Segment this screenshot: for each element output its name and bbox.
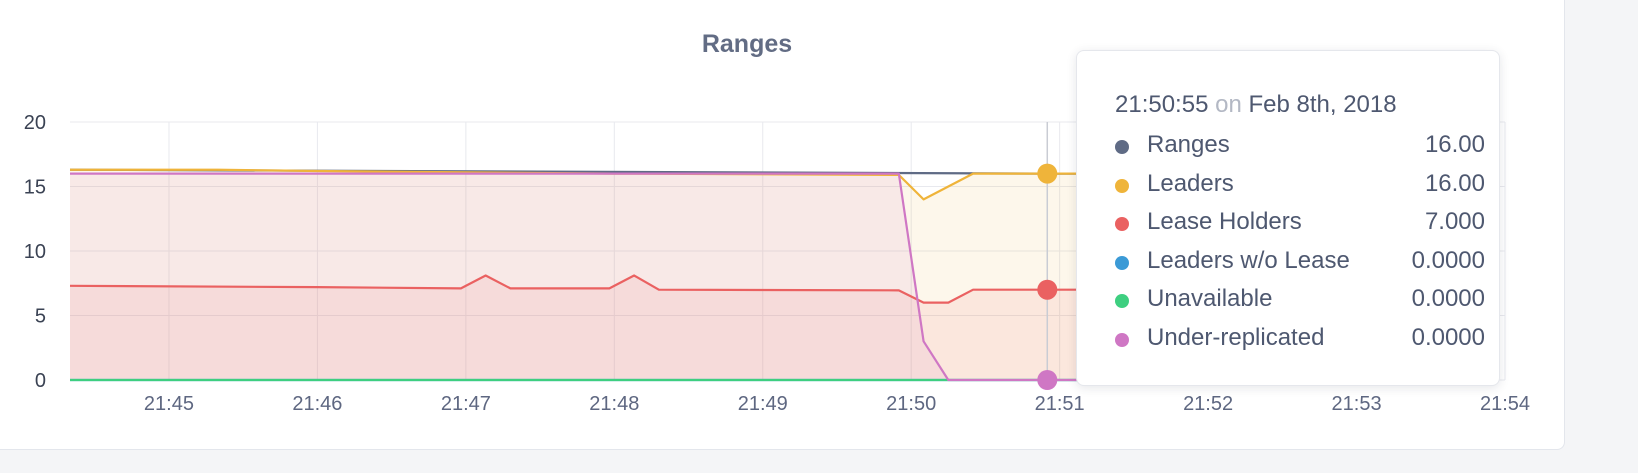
x-tick-label: 21:54 xyxy=(1480,393,1530,415)
x-tick-label: 21:51 xyxy=(1035,393,1085,415)
tooltip-series-name: Ranges xyxy=(1147,131,1230,158)
series-area-leaders xyxy=(70,169,1110,380)
tooltip-series-value: 16.00 xyxy=(1424,169,1485,197)
tooltip-series-value: 0.0000 xyxy=(1411,246,1485,274)
tooltip-date: Feb 8th, 2018 xyxy=(1248,91,1397,118)
chart-tooltip: 21:50:55 on Feb 8th, 2018 Ranges 16.00 Lea… xyxy=(1076,50,1500,386)
hover-marker xyxy=(1037,279,1058,300)
x-tick-label: 21:53 xyxy=(1332,393,1382,415)
tooltip-time: 21:50:55 xyxy=(1115,91,1209,118)
tooltip-series-name: Under-replicated xyxy=(1147,323,1325,351)
series-area-under-replicated xyxy=(70,173,1110,380)
x-tick-label: 21:46 xyxy=(292,393,342,415)
x-tick-label: 21:52 xyxy=(1183,393,1233,415)
series-area-lease-holders xyxy=(70,275,1110,380)
tooltip-row: Leaders 16.00 xyxy=(1115,170,1485,200)
tooltip-row: Under-replicated 0.0000 xyxy=(1115,324,1485,354)
series-dot-icon xyxy=(1115,255,1129,270)
tooltip-row: Unavailable 0.0000 xyxy=(1115,285,1485,315)
tooltip-row: Ranges 16.00 xyxy=(1115,131,1485,161)
series-line-under-replicated xyxy=(70,172,1110,382)
tooltip-timestamp: 21:50:55 on Feb 8th, 2018 xyxy=(1115,91,1397,119)
y-tick-label: 10 xyxy=(24,241,46,263)
tooltip-series-name: Unavailable xyxy=(1147,285,1273,312)
ranges-chart-plot[interactable]: 0 5 10 15 20 21:45 21:46 21:47 21:48 21:49 21:50 2… xyxy=(0,0,1565,450)
tooltip-on-word: on xyxy=(1215,91,1242,118)
x-tick-label: 21:48 xyxy=(589,393,639,415)
y-tick-label: 0 xyxy=(35,370,46,392)
series-dot-icon xyxy=(1115,217,1129,231)
x-tick-label: 21:49 xyxy=(738,393,788,415)
series-dot-icon xyxy=(1115,140,1129,154)
y-tick-label: 5 xyxy=(35,306,46,328)
tooltip-row: Lease Holders 7.000 xyxy=(1115,208,1485,238)
tooltip-series-name: Lease Holders xyxy=(1147,208,1302,235)
y-tick-label: 20 xyxy=(24,112,46,134)
tooltip-series-value: 0.0000 xyxy=(1411,285,1485,312)
x-tick-label: 21:50 xyxy=(886,393,936,415)
series-line-lease-holders xyxy=(69,274,1110,304)
y-tick-label: 15 xyxy=(24,177,46,199)
hover-marker xyxy=(1037,370,1058,390)
tooltip-series-value: 7.000 xyxy=(1424,208,1485,235)
tooltip-series-value: 16.00 xyxy=(1424,131,1485,158)
x-tick-label: 21:47 xyxy=(441,393,491,415)
tooltip-series-name: Leaders xyxy=(1147,169,1234,197)
tooltip-series-name: Leaders w/o Lease xyxy=(1147,246,1350,274)
tooltip-row: Leaders w/o Lease 0.0000 xyxy=(1115,247,1485,277)
tooltip-series-value: 0.0000 xyxy=(1411,323,1485,351)
x-tick-label: 21:45 xyxy=(144,393,194,415)
hover-marker xyxy=(1037,163,1058,184)
series-dot-icon xyxy=(1115,178,1129,193)
series-dot-icon xyxy=(1115,332,1129,347)
chart-title: Ranges xyxy=(701,30,793,58)
series-dot-icon xyxy=(1115,294,1129,308)
